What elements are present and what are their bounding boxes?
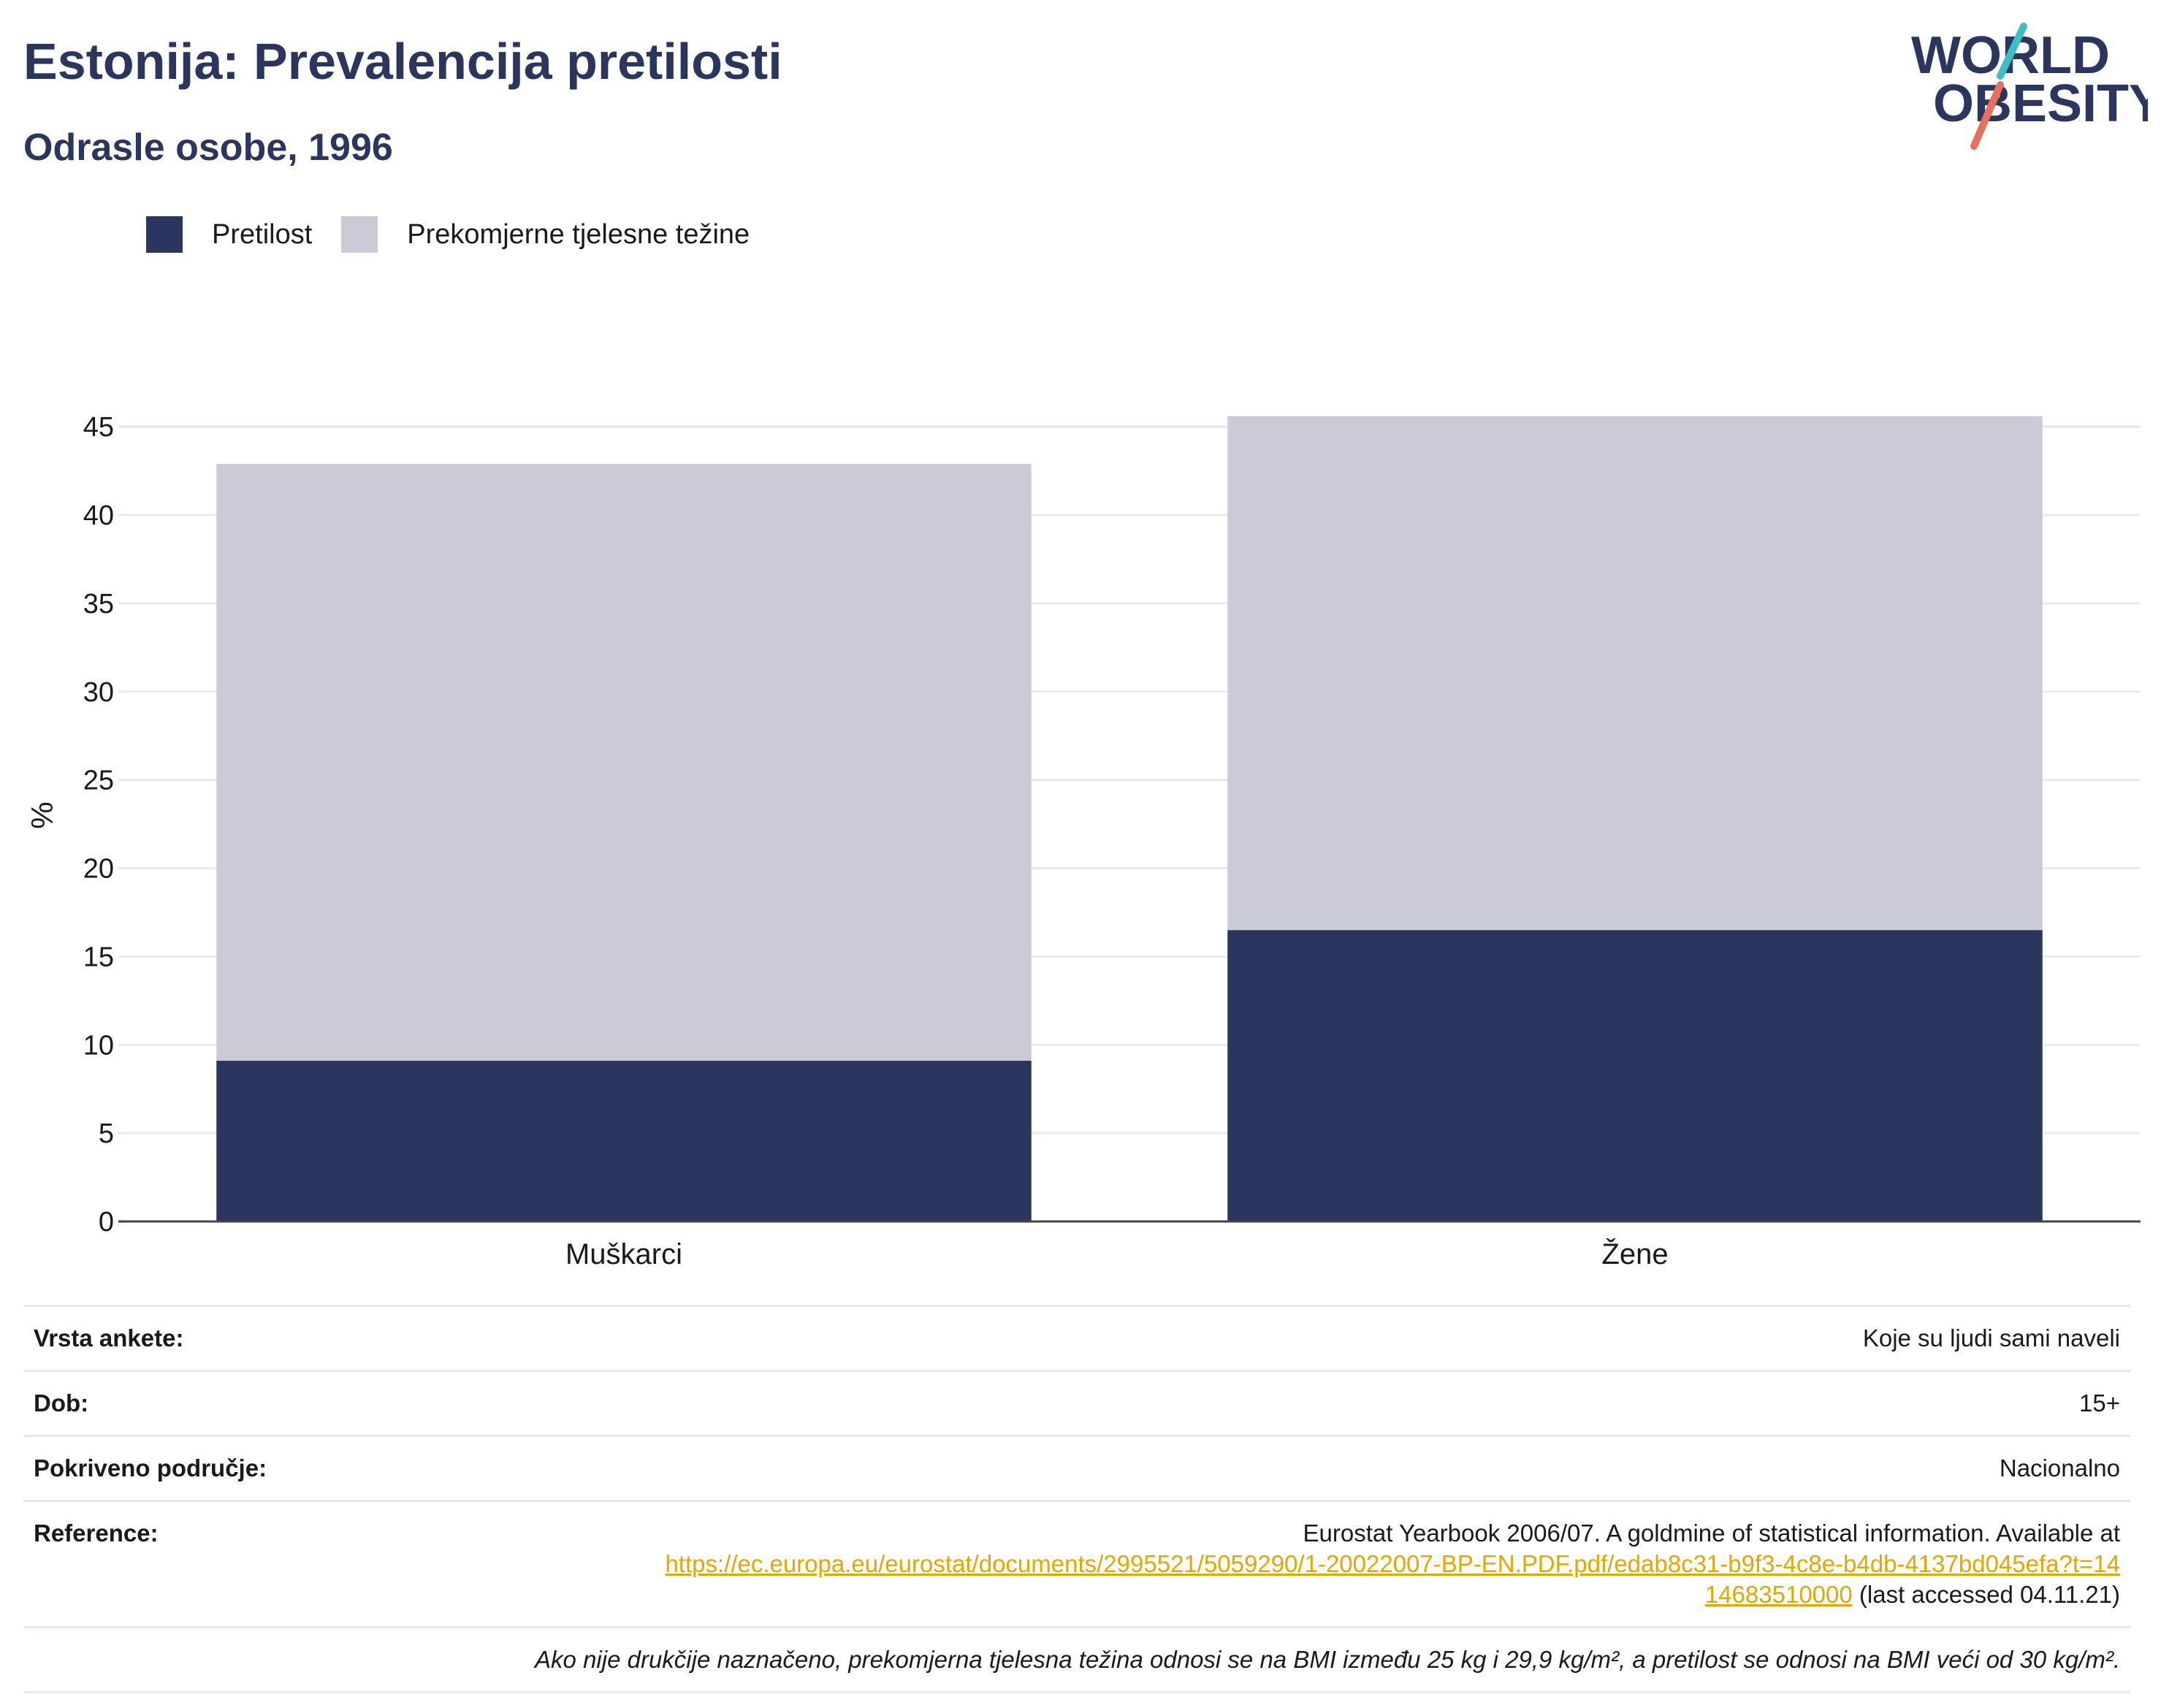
age-value: 15+ <box>2079 1389 2120 1417</box>
info-row-coverage: Pokriveno područje: Nacionalno <box>23 1435 2130 1500</box>
bar-obesity-1 <box>1227 930 2043 1221</box>
x-tick-label-0: Muškarci <box>565 1238 682 1270</box>
legend-label-overweight: Prekomjerne tjelesne težine <box>407 218 750 250</box>
y-tick-label-40: 40 <box>83 500 114 531</box>
legend-item-overweight[interactable]: Prekomjerne tjelesne težine <box>341 216 750 253</box>
chart-title: Estonija: Prevalencija pretilosti <box>23 33 782 90</box>
stacked-bar-chart: 0 5 10 15 20 25 30 35 40 45% Muškarci Žene <box>25 412 2141 1270</box>
info-row-survey-type: Vrsta ankete: Koje su ljudi sami naveli <box>23 1305 2130 1370</box>
legend-swatch-overweight <box>341 216 378 253</box>
reference-value: Eurostat Yearbook 2006/07. A goldmine of… <box>659 1518 2120 1610</box>
y-tick-label-10: 10 <box>83 1030 114 1061</box>
reference-text: Eurostat Yearbook 2006/07. A goldmine of… <box>1303 1520 2120 1547</box>
y-tick-label-0: 0 <box>99 1207 114 1238</box>
x-tick-label-1: Žene <box>1601 1238 1668 1270</box>
info-row-note: Ako nije drukčije naznačeno, prekomjerna… <box>23 1626 2130 1693</box>
bar-overweight-1 <box>1227 416 2043 931</box>
reference-label: Reference: <box>34 1520 159 1547</box>
y-tick-label-30: 30 <box>83 677 114 708</box>
info-row-reference: Reference: Eurostat Yearbook 2006/07. A … <box>23 1500 2130 1626</box>
legend-label-obesity: Pretilost <box>212 218 313 250</box>
logo-slash-teal <box>1997 23 2027 80</box>
y-tick-label-45: 45 <box>83 412 114 443</box>
legend-swatch-obesity <box>146 216 183 253</box>
logo-slash-coral <box>1970 81 2004 150</box>
y-tick-label-35: 35 <box>83 589 114 619</box>
chart-legend: Pretilost Prekomjerne tjelesne težine <box>146 216 779 253</box>
age-label: Dob: <box>34 1389 89 1417</box>
definition-note: Ako nije drukčije naznačeno, prekomjerna… <box>535 1646 2120 1673</box>
reference-link[interactable]: https://ec.europa.eu/eurostat/documents/… <box>665 1550 2120 1608</box>
bar-overweight-0 <box>216 463 1032 1061</box>
survey-type-label: Vrsta ankete: <box>34 1324 184 1351</box>
coverage-value: Nacionalno <box>1999 1455 2120 1482</box>
logo-text-obesity: OBESITY <box>1933 75 2148 133</box>
y-tick-label-15: 15 <box>83 942 114 972</box>
coverage-label: Pokriveno područje: <box>34 1455 267 1482</box>
bar-obesity-0 <box>216 1061 1032 1221</box>
chart-subtitle: Odrasle osobe, 1996 <box>23 126 393 169</box>
survey-info-table: Vrsta ankete: Koje su ljudi sami naveli … <box>23 1305 2130 1693</box>
survey-type-value: Koje su ljudi sami naveli <box>1862 1324 2120 1351</box>
reference-suffix: (last accessed 04.11.21) <box>1859 1581 2120 1608</box>
y-axis-label: % <box>25 801 59 828</box>
info-row-age: Dob: 15+ <box>23 1370 2130 1435</box>
y-tick-label-25: 25 <box>83 766 114 796</box>
world-obesity-logo: WORLD OBESITY <box>1911 23 2148 150</box>
y-tick-label-5: 5 <box>99 1118 114 1149</box>
y-tick-label-20: 20 <box>83 854 114 885</box>
legend-item-obesity[interactable]: Pretilost <box>146 216 312 253</box>
